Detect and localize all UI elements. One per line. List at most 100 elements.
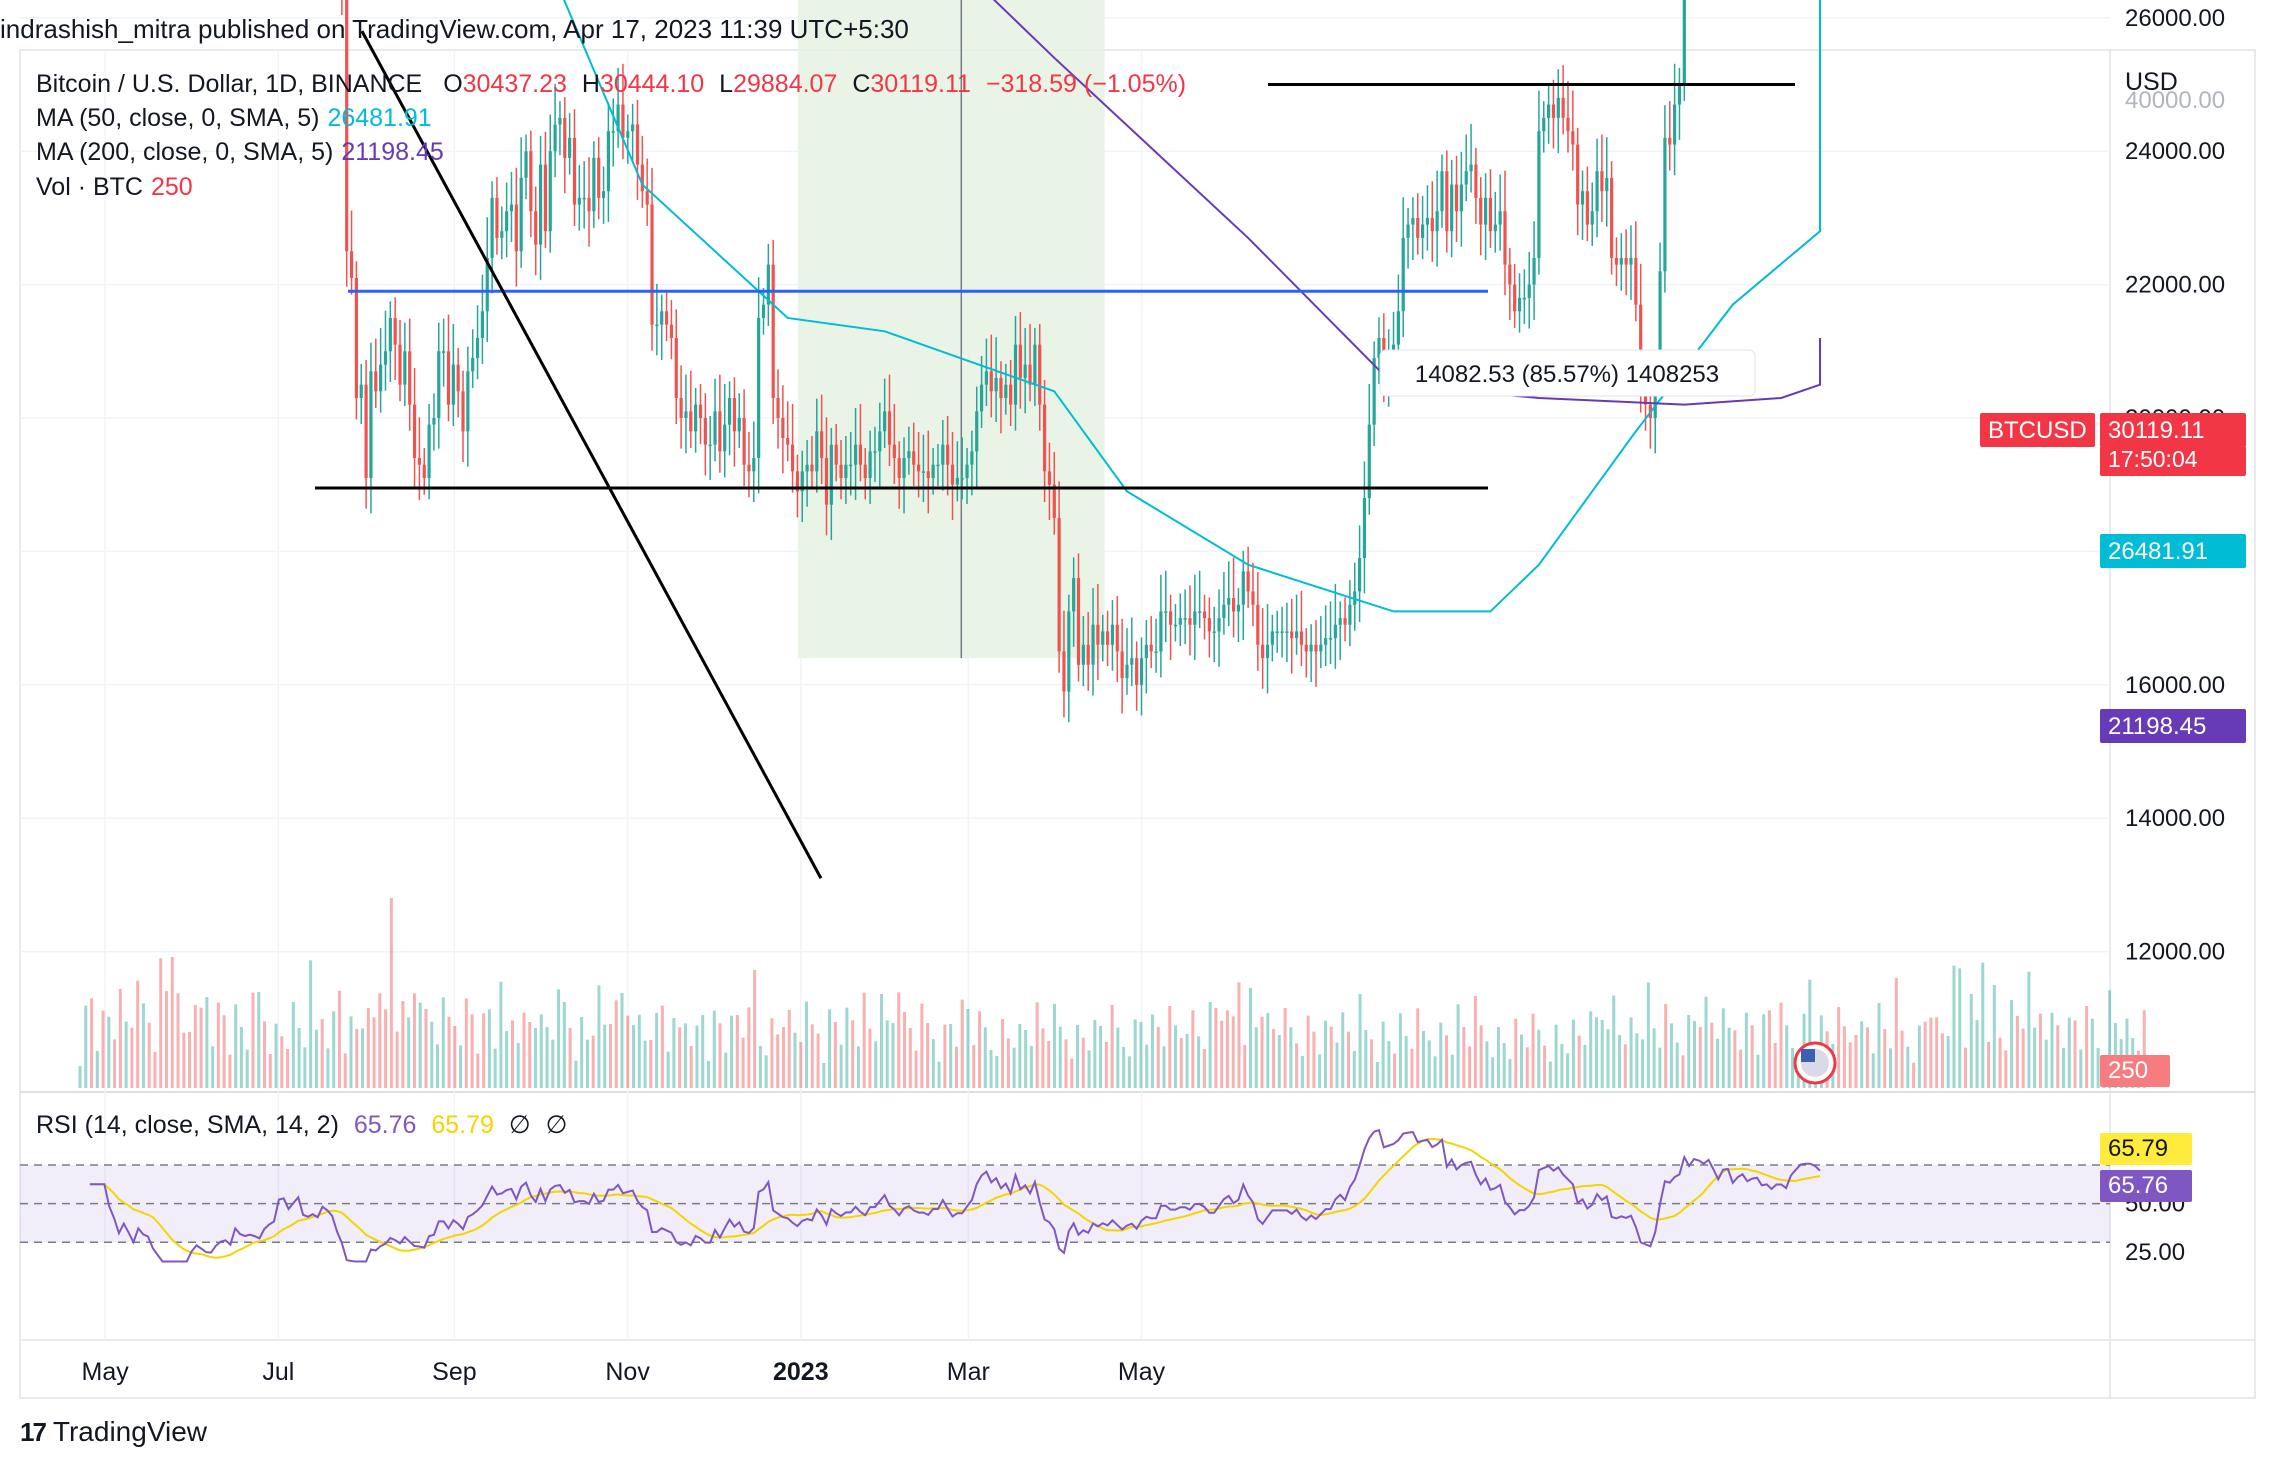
volume-bar [977,1011,981,1088]
publisher-header: indrashish_mitra published on TradingVie… [0,14,909,44]
candle-body [979,384,984,412]
candle-body [689,411,693,432]
volume-bar [1260,1016,1264,1088]
volume-bar [1364,1030,1368,1088]
volume-bar [384,1009,388,1088]
volume-bar [349,1016,353,1088]
volume-bar [1473,996,1477,1088]
volume-bar [228,1054,232,1088]
volume-bar [211,1046,215,1088]
volume-bar [1185,1034,1189,1088]
volume-bar [1537,1029,1541,1088]
volume-bar [418,1002,422,1088]
candle-body [621,104,625,138]
volume-bar [314,1029,318,1088]
volume-bar [2142,1010,2146,1088]
time-axis-label: May [82,1358,130,1386]
volume-bar [1208,1002,1212,1088]
candle-body [1028,364,1032,385]
candle-body [742,418,746,465]
candle-body [1522,297,1526,300]
volume-bar [856,1046,860,1088]
volume-bar [326,1048,330,1088]
volume-bar [1854,1035,1858,1088]
candle-body [965,464,969,479]
candle-body [1062,651,1066,692]
candle-body [1144,644,1148,659]
volume-bar [1641,1039,1645,1088]
volume-bar [1064,1039,1068,1088]
volume-bar [689,1046,693,1088]
volume-bar [1710,1022,1714,1088]
volume-bar [153,1052,157,1088]
candle-body [1105,631,1110,645]
candle-body [1042,404,1047,472]
candle-body [960,478,964,480]
volume-bar [1225,1010,1229,1088]
countdown-badge: 17:50:04 [2108,446,2198,472]
candle-body [698,404,703,418]
volume-bar [361,1028,365,1088]
tradingview-logo[interactable]: 17 TradingView [20,1416,207,1448]
candle-body [795,471,800,492]
candle-body [1474,164,1478,198]
volume-bar [672,1018,676,1088]
candle-body [1178,618,1182,625]
candle-body [490,197,494,258]
candle-body [509,204,514,212]
rsi-badge: 65.76 [2108,1172,2168,1199]
time-axis-label: Mar [947,1358,990,1386]
volume-bar [1865,1027,1869,1088]
volume-bar [805,1001,809,1088]
volume-bar [1018,1024,1022,1088]
candle-body [1018,344,1022,378]
volume-bar [332,1011,336,1088]
volume-bar [1133,1019,1137,1088]
volume-bar [239,1027,243,1088]
volume-bar [660,1005,664,1088]
volume-bar [608,1024,612,1088]
descending-trendline [360,30,823,879]
volume-bar [2125,1018,2129,1088]
volume-bar [758,1046,762,1088]
volume-bar [926,1023,930,1088]
volume-bar [320,1019,324,1088]
volume-bar [245,1049,249,1088]
volume-bar [188,1032,192,1088]
volume-bar [1946,1036,1950,1088]
volume-bar [291,1002,295,1088]
candle-body [1459,184,1463,212]
candle-body [936,464,940,467]
volume-bar [937,1061,941,1088]
volume-bar [1704,996,1708,1088]
candle-body [1639,304,1643,392]
volume-bar [1808,979,1812,1088]
tradingview-logo-icon: 17 [20,1416,47,1447]
candle-body [403,351,407,385]
candle-body [1304,644,1308,652]
volume-bar [309,960,313,1088]
volume-bar [107,1016,111,1088]
volume-bar [1900,1030,1904,1088]
candle-body [834,444,838,465]
volume-bar [1566,1053,1570,1088]
volume-bar [1842,1026,1846,1088]
candle-body [446,351,451,405]
volume-bar [268,1054,272,1088]
volume-bar [1122,1047,1126,1088]
volume-name: Vol · BTC [36,173,143,201]
volume-bar [2085,1006,2089,1088]
volume-bar [303,1047,307,1088]
ma50-name: MA (50, close, 0, SMA, 5) [36,104,320,132]
volume-bar [2108,990,2112,1088]
volume-bar [1669,1023,1673,1088]
high-value: 30444.10 [599,70,705,98]
rsi-legend: RSI (14, close, SMA, 14, 2) 65.76 65.79 … [36,1110,567,1140]
volume-bar [1341,1012,1345,1088]
candle-body [1576,144,1580,205]
candle-body [1600,171,1604,192]
candle-body [1372,357,1376,425]
volume-bar [522,1012,526,1088]
volume-bar [378,993,382,1088]
